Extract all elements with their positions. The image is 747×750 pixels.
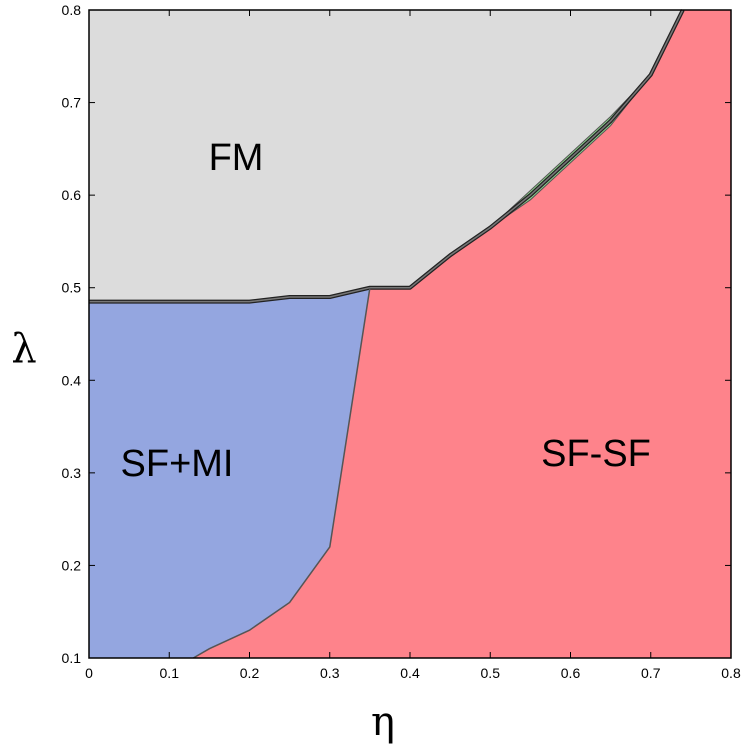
x-tick-label: 0.6 (561, 665, 581, 681)
y-tick-label: 0.8 (62, 2, 82, 18)
region-label-sf-mi: SF+MI (121, 443, 234, 485)
x-axis-title: η (371, 699, 395, 745)
y-tick-label: 0.4 (62, 372, 82, 388)
y-tick-label: 0.7 (62, 95, 82, 111)
y-tick-label: 0.2 (62, 557, 82, 573)
x-tick-label: 0.4 (400, 665, 420, 681)
x-axis-ticks: 0 0.1 0.2 0.3 0.4 0.5 0.6 0.7 0.8 (85, 10, 741, 681)
region-label-fm: FM (209, 137, 264, 179)
region-fm (89, 10, 683, 302)
sfmi-sfsf-boundary-line (192, 287, 371, 659)
plot-area (88, 9, 732, 659)
y-tick-label: 0.5 (62, 280, 82, 296)
x-tick-label: 0.1 (160, 665, 180, 681)
x-tick-label: 0.8 (721, 665, 741, 681)
region-sf-mi (89, 287, 370, 658)
y-axis-title: λ (11, 326, 36, 372)
x-tick-label: 0.7 (641, 665, 661, 681)
x-tick-label: 0 (85, 665, 93, 681)
y-axis-ticks: 0.1 0.2 0.3 0.4 0.5 0.6 0.7 0.8 (62, 2, 731, 666)
y-tick-label: 0.3 (62, 465, 82, 481)
x-tick-label: 0.3 (320, 665, 340, 681)
region-label-sf-sf: SF-SF (541, 433, 651, 475)
y-tick-label: 0.1 (62, 650, 82, 666)
x-tick-label: 0.2 (240, 665, 260, 681)
y-tick-label: 0.6 (62, 187, 82, 203)
x-tick-label: 0.5 (481, 665, 501, 681)
fm-boundary-highlight (89, 9, 684, 303)
